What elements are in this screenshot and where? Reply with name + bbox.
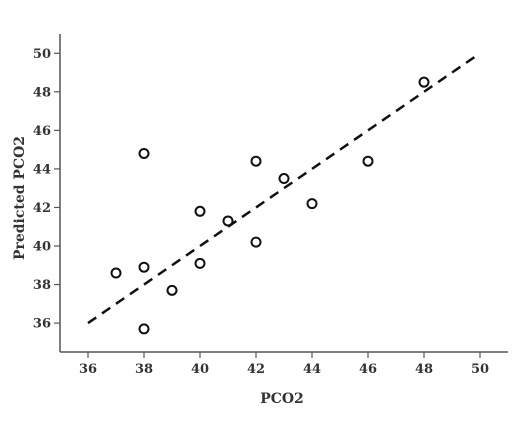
y-tick-label: 40 (33, 240, 51, 255)
data-point (418, 76, 430, 88)
x-tick-label: 46 (359, 362, 377, 377)
x-axis-title: PCO2 (260, 391, 304, 407)
data-point (250, 236, 262, 248)
tick-marks: 36 38 40 42 44 46 48 50 36 38 40 42 44 46 48 50 (33, 47, 489, 377)
y-tick-label: 44 (33, 162, 51, 177)
y-tick-label: 48 (33, 85, 51, 100)
data-points (110, 76, 430, 335)
reference-line-group (87, 52, 481, 325)
x-tick-label: 40 (191, 362, 209, 377)
x-tick-label: 48 (415, 362, 433, 377)
x-tick-label: 44 (303, 362, 321, 377)
x-tick-label: 38 (135, 362, 153, 377)
x-tick-label: 36 (79, 362, 97, 377)
y-tick-label: 42 (33, 201, 51, 216)
y-tick-label: 36 (33, 317, 51, 332)
data-point (250, 155, 262, 167)
data-point (166, 284, 178, 296)
reference-line (87, 52, 481, 325)
x-tick-label: 42 (247, 362, 265, 377)
y-tick-label: 50 (33, 47, 51, 62)
data-point (278, 173, 290, 185)
data-point (138, 147, 150, 159)
data-point (194, 205, 206, 217)
data-point (306, 198, 318, 210)
data-point (110, 267, 122, 279)
data-point (362, 155, 374, 167)
data-point (222, 215, 234, 227)
data-point (138, 323, 150, 335)
x-tick-label: 50 (471, 362, 489, 377)
axes (59, 34, 508, 353)
data-point (138, 261, 150, 273)
y-axis-title: Predicted PCO2 (12, 136, 28, 260)
y-tick-label: 46 (33, 124, 51, 139)
data-point (194, 257, 206, 269)
y-tick-label: 38 (33, 278, 51, 293)
